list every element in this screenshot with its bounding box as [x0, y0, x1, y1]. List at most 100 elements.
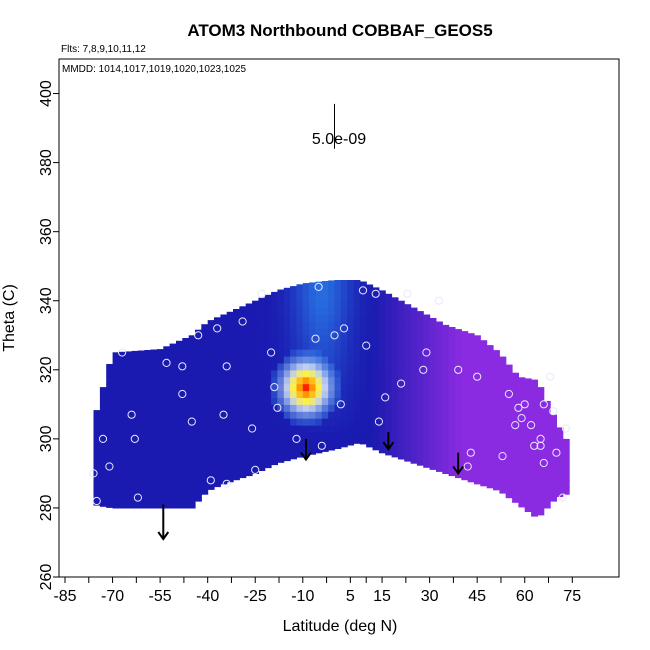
heatmap-cell: [347, 286, 355, 295]
heatmap-cell: [467, 425, 475, 433]
heatmap-cell: [429, 328, 437, 336]
heatmap-cell: [416, 411, 424, 419]
heatmap-cell: [220, 418, 228, 426]
heatmap-cell: [264, 418, 272, 426]
heatmap-cell: [99, 494, 107, 502]
heatmap-cell: [277, 349, 285, 357]
heatmap-cell: [226, 452, 234, 461]
heatmap-cell: [239, 452, 247, 461]
heatmap-cell: [296, 356, 304, 364]
heatmap-cell: [245, 321, 253, 329]
heatmap-cell: [524, 418, 532, 426]
heatmap-cell: [182, 411, 190, 419]
observation-point: [92, 496, 101, 506]
heatmap-cell: [245, 418, 253, 426]
heatmap-cell: [118, 438, 126, 447]
heatmap-cell: [499, 480, 507, 488]
heatmap-cell: [436, 342, 443, 350]
heatmap-cell: [486, 404, 494, 412]
heatmap-cell: [163, 459, 171, 468]
heatmap-cell: [309, 307, 316, 316]
heatmap-cell: [550, 494, 557, 502]
heatmap-cell: [277, 289, 285, 295]
heatmap-cell: [347, 328, 355, 336]
heatmap-cell: [442, 411, 450, 419]
heatmap-cell: [512, 459, 519, 468]
heatmap-cell: [397, 432, 405, 440]
heatmap-cell: [233, 335, 240, 343]
heatmap-cell: [493, 445, 500, 454]
heatmap-cell: [176, 438, 183, 447]
y-tick-label: 380: [38, 149, 55, 176]
heatmap-cell: [448, 425, 456, 433]
heatmap-cell: [531, 514, 538, 517]
heatmap-cell: [328, 342, 336, 350]
heatmap-cell: [239, 362, 247, 371]
heatmap-cell: [296, 383, 304, 392]
heatmap-cell: [163, 487, 171, 495]
heatmap-cell: [207, 466, 215, 474]
heatmap-cell: [321, 293, 329, 302]
heatmap-cell: [505, 418, 513, 426]
heatmap-cell: [176, 342, 183, 350]
heatmap-cell: [169, 418, 177, 426]
heatmap-cell: [467, 342, 475, 350]
heatmap-cell: [125, 480, 133, 488]
heatmap-cell: [207, 404, 215, 412]
x-tick-label: -70: [101, 588, 124, 605]
heatmap-cell: [505, 480, 513, 488]
heatmap-cell: [436, 418, 443, 426]
observation-point: [251, 465, 260, 474]
heatmap-cell: [499, 362, 507, 371]
heatmap-cell: [505, 452, 513, 461]
heatmap-cell: [378, 376, 386, 385]
heatmap-cell: [423, 425, 431, 433]
heatmap-cell: [156, 432, 164, 440]
heatmap-cell: [302, 425, 310, 433]
heatmap-cell: [404, 376, 412, 385]
heatmap-cell: [359, 383, 367, 392]
heatmap-cell: [150, 411, 158, 419]
heatmap-cell: [410, 459, 418, 464]
heatmap-cell: [226, 342, 234, 350]
heatmap-cell: [118, 501, 126, 509]
heatmap-cell: [239, 307, 247, 316]
heatmap-cell: [328, 328, 336, 336]
heatmap-cell: [556, 487, 564, 495]
heatmap-cell: [404, 432, 412, 440]
heatmap-cell: [309, 376, 316, 385]
heatmap-cell: [252, 349, 259, 357]
heatmap-cell: [353, 369, 361, 378]
heatmap-cell: [556, 480, 564, 488]
heatmap-cell: [518, 377, 526, 385]
heatmap-cell: [436, 425, 443, 433]
heatmap-cell: [176, 487, 183, 495]
heatmap-cell: [258, 376, 266, 385]
heatmap-cell: [226, 459, 234, 468]
heatmap-cell: [474, 404, 481, 412]
heatmap-cell: [372, 287, 380, 295]
heatmap-cell: [118, 397, 126, 405]
heatmap-cell: [467, 432, 475, 440]
heatmap-cell: [359, 404, 367, 412]
heatmap-cell: [201, 376, 209, 385]
heatmap-cell: [220, 383, 228, 392]
heatmap-cell: [118, 432, 126, 440]
heatmap-cell: [137, 438, 145, 447]
heatmap-cell: [486, 432, 494, 440]
heatmap-cell: [321, 300, 329, 309]
heatmap-cell: [309, 383, 316, 392]
heatmap-cell: [309, 425, 316, 433]
heatmap-cell: [416, 452, 424, 461]
heatmap-cell: [144, 390, 152, 398]
heatmap-cell: [353, 307, 361, 316]
heatmap-cell: [347, 321, 355, 329]
heatmap-cell: [436, 349, 443, 357]
heatmap-cell: [156, 418, 164, 426]
heatmap-cell: [321, 321, 329, 329]
heatmap-cell: [309, 356, 316, 364]
heatmap-cell: [391, 349, 399, 357]
heatmap-cell: [378, 290, 386, 295]
heatmap-cell: [391, 438, 399, 447]
heatmap-cell: [182, 383, 190, 392]
